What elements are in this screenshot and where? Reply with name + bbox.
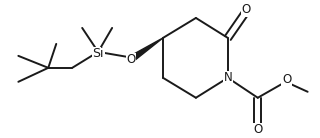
Text: Si: Si	[92, 47, 104, 60]
Text: O: O	[282, 73, 291, 86]
Text: N: N	[223, 71, 232, 84]
Text: O: O	[241, 3, 251, 16]
Text: O: O	[126, 53, 136, 66]
Text: O: O	[253, 123, 262, 136]
Polygon shape	[132, 38, 163, 60]
